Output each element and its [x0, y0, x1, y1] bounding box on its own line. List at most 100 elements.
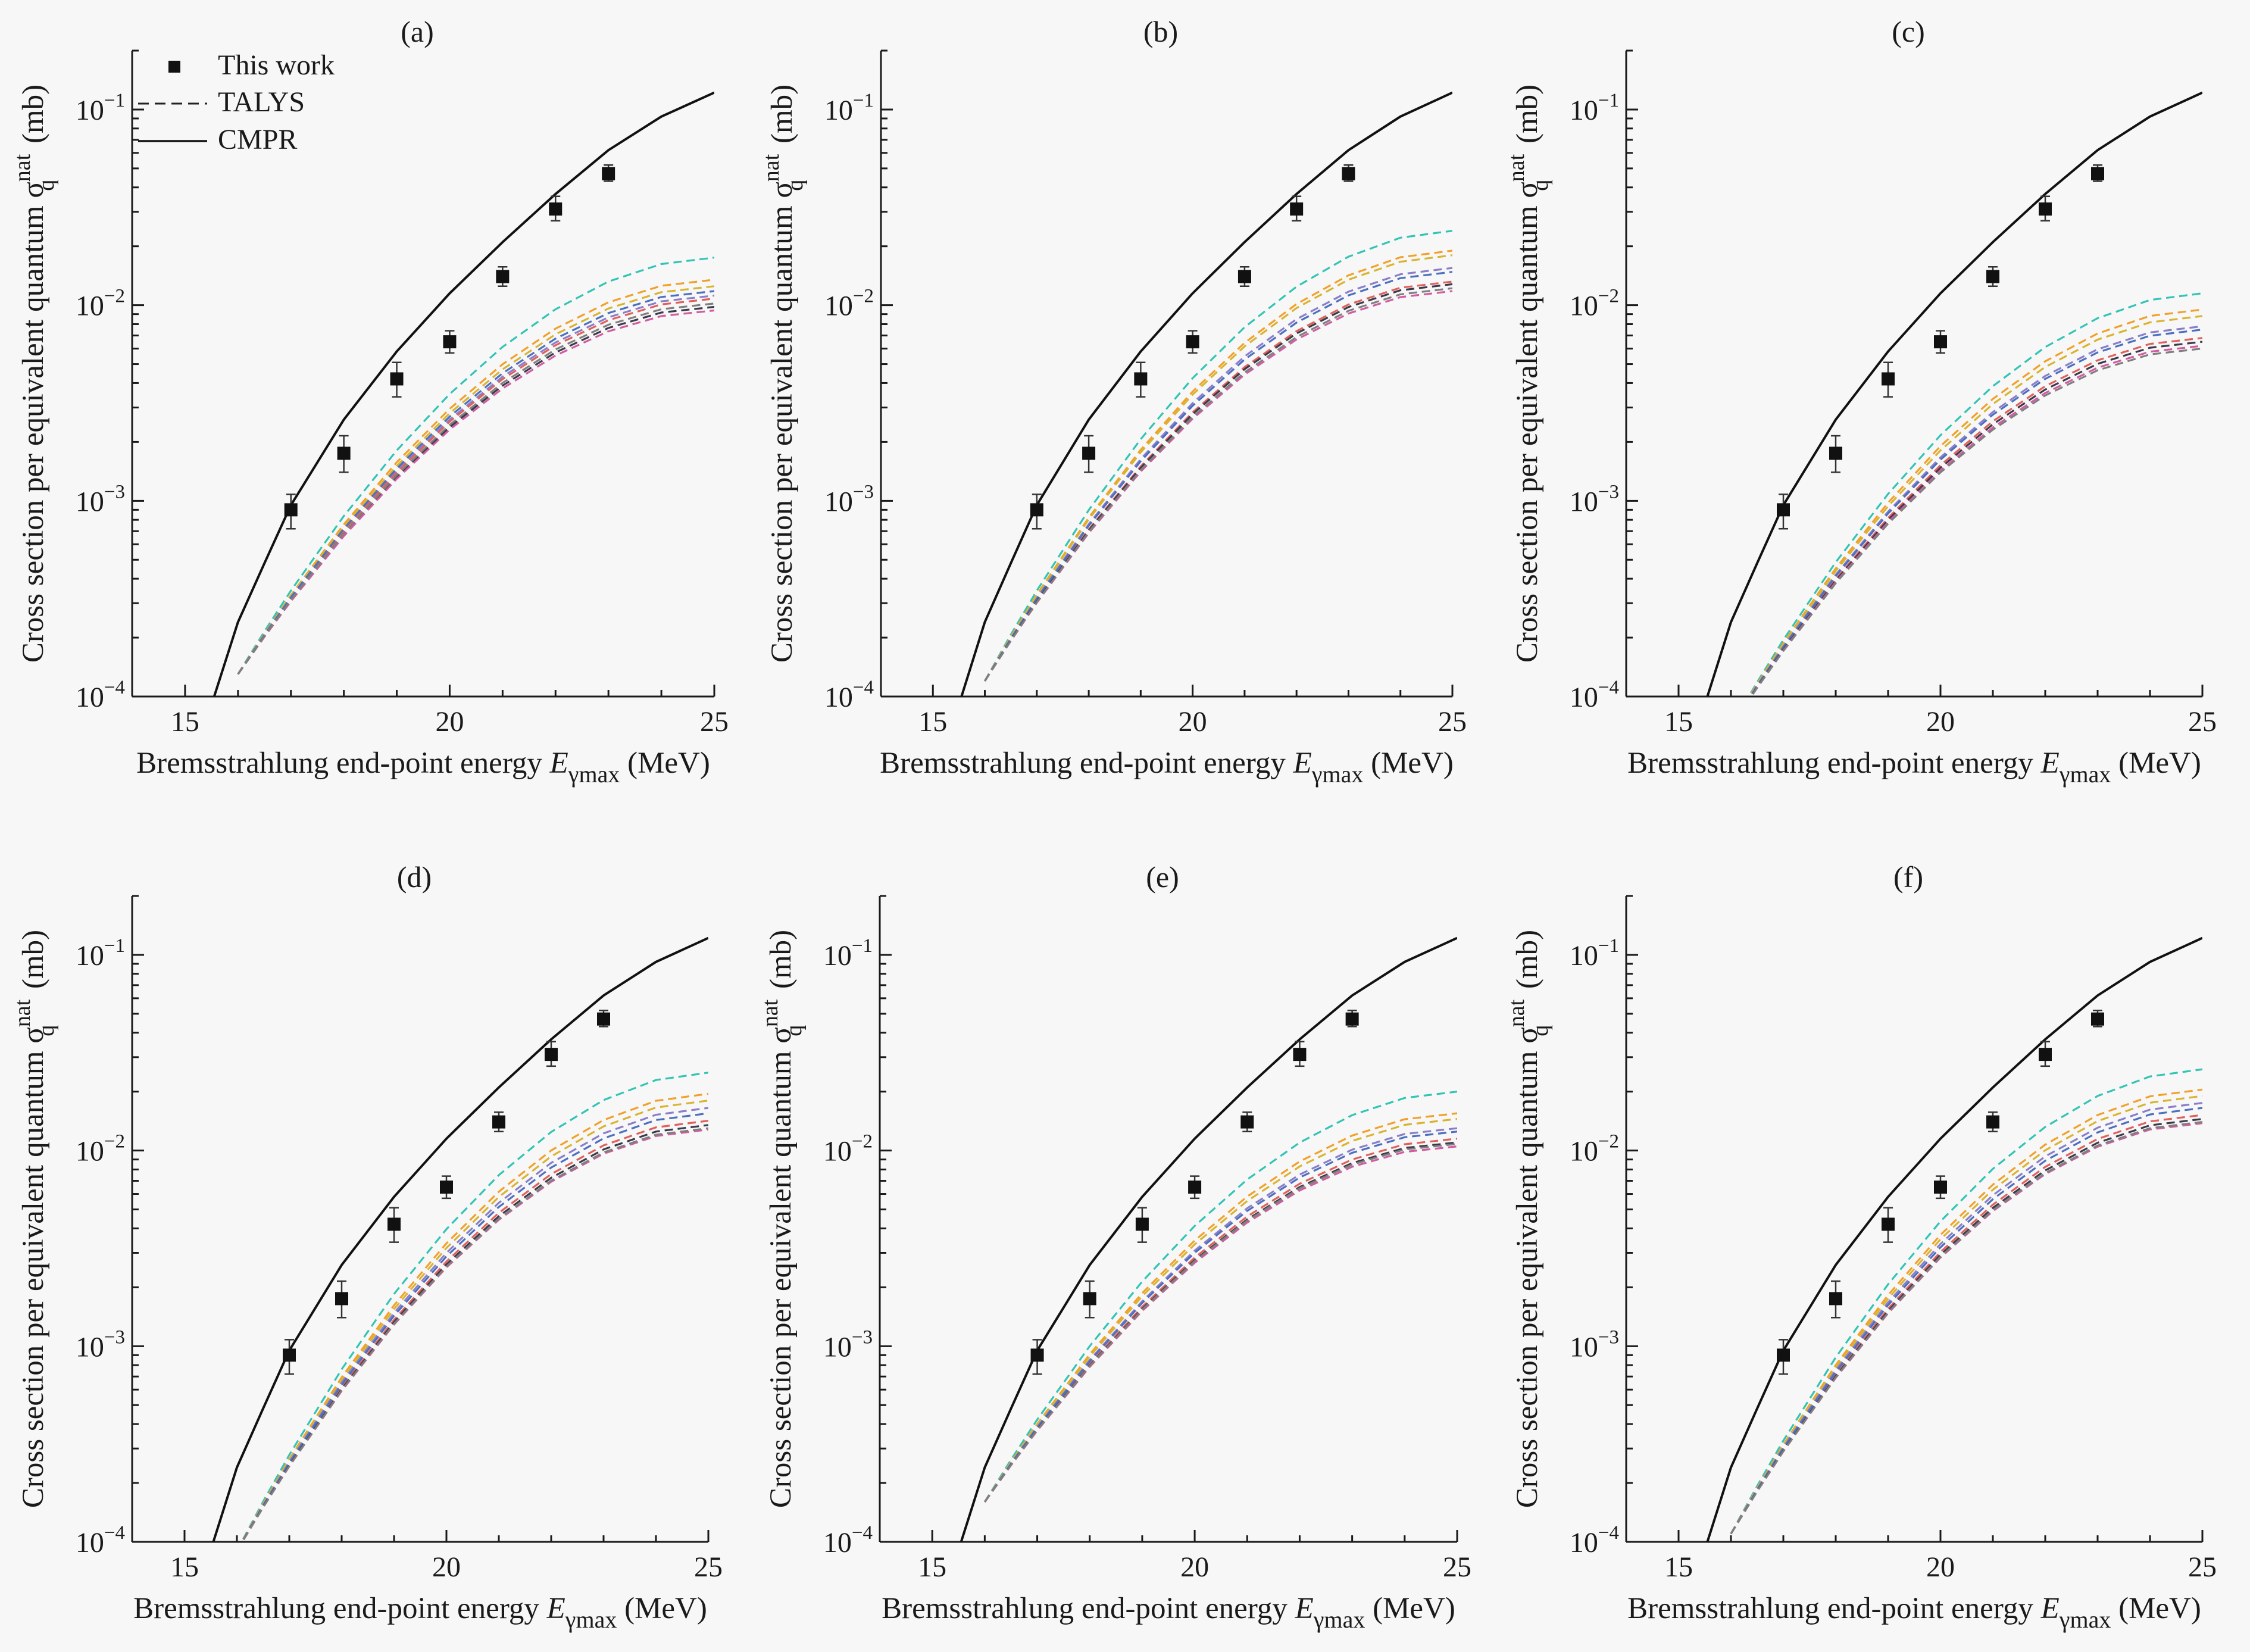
data-point — [597, 1012, 610, 1026]
talys-curve — [1730, 1118, 2202, 1535]
data-point — [1986, 270, 1999, 283]
y-axis-title-main: Cross section per equivalent quantum — [17, 198, 50, 663]
y-tick-label: 10−4 — [1570, 1522, 1619, 1559]
y-tick-exponent: −3 — [104, 481, 125, 502]
y-tick-label: 10−1 — [1570, 935, 1619, 972]
x-axis-title-unit: (MeV) — [1365, 1592, 1455, 1625]
data-point — [2039, 202, 2052, 216]
data-point — [1342, 167, 1355, 180]
x-axis-title-main: Bremsstrahlung end-point energy — [1627, 747, 2041, 780]
y-tick-exponent: −3 — [1598, 481, 1619, 502]
x-axis-title-subscript: γmax — [1313, 1606, 1365, 1633]
y-tick-exponent: −4 — [1598, 677, 1619, 698]
chart-panel-c: 15 20 2510−410−310−210−1(c)Bremsstrahlung … — [1504, 15, 2217, 788]
data-point — [1030, 503, 1043, 517]
x-axis-title-subscript: γmax — [1311, 761, 1364, 788]
talys-curve — [1730, 1122, 2202, 1535]
y-axis-title-unit: (mb) — [1511, 930, 1544, 997]
y-tick-base: 10 — [76, 486, 104, 517]
data-point — [390, 372, 404, 386]
talys-curve — [1749, 325, 2202, 697]
y-axis-title-subscript: q — [34, 180, 59, 191]
data-point — [388, 1217, 401, 1231]
y-axis-title: Cross section per equivalent quantum σna… — [1504, 85, 1553, 663]
y-tick-base: 10 — [1570, 1331, 1598, 1363]
y-axis-title-symbol: σ — [764, 1027, 798, 1044]
x-tick-label: 15 — [918, 706, 947, 738]
y-tick-label: 10−3 — [1570, 481, 1619, 517]
legend-label: CMPR — [218, 124, 297, 155]
x-tick-label: 20 — [435, 706, 464, 738]
x-axis-title: Bremsstrahlung end-point energy Eγmax (M… — [1627, 1592, 2201, 1633]
data-point — [1829, 446, 1842, 460]
y-tick-label: 10−4 — [824, 677, 874, 713]
x-axis-title-subscript: γmax — [568, 761, 620, 788]
talys-curve — [237, 305, 714, 675]
talys-curve — [984, 1131, 1457, 1503]
cmpr-curve — [212, 91, 714, 697]
y-tick-label: 10−3 — [76, 1326, 125, 1363]
data-point — [1290, 202, 1304, 216]
chart-panel-f: 15 20 2510−410−310−210−1(f)Bremsstrahlung … — [1504, 860, 2217, 1633]
y-axis-title-main: Cross section per equivalent quantum — [764, 1044, 798, 1508]
y-axis-title-subscript: q — [34, 1025, 59, 1036]
talys-curve — [984, 249, 1452, 682]
y-axis-title-symbol: σ — [17, 182, 50, 198]
y-tick-exponent: −1 — [104, 935, 125, 957]
y-tick-base: 10 — [1570, 291, 1598, 322]
y-tick-exponent: −1 — [1598, 935, 1619, 957]
x-tick-label: 25 — [2188, 706, 2217, 738]
y-tick-exponent: −4 — [853, 677, 874, 698]
y-tick-base: 10 — [76, 95, 104, 126]
chart-panel-a: 15 20 2510−410−310−210−1(a)Bremsstrahlung … — [10, 15, 729, 788]
talys-curve — [241, 1120, 708, 1542]
x-axis-title-subscript: γmax — [565, 1606, 617, 1633]
y-axis-title-main: Cross section per equivalent quantum — [765, 198, 799, 663]
y-axis-title-unit: (mb) — [17, 930, 50, 997]
y-tick-base: 10 — [824, 682, 853, 713]
x-tick-label: 25 — [2188, 1551, 2217, 1583]
y-tick-label: 10−2 — [824, 286, 874, 322]
y-axis-title-superscript: nat — [1504, 154, 1529, 182]
talys-curve — [1730, 1095, 2202, 1535]
x-axis-title-main: Bremsstrahlung end-point energy — [1627, 1592, 2041, 1625]
data-point — [1134, 372, 1148, 386]
talys-curve — [984, 254, 1452, 682]
talys-curve — [984, 1143, 1457, 1503]
talys-curve — [237, 302, 714, 675]
x-axis-title: Bremsstrahlung end-point energy Eγmax (M… — [133, 1592, 707, 1633]
talys-curve — [240, 1112, 708, 1542]
talys-curve — [984, 1112, 1457, 1503]
panel-label: (e) — [1146, 860, 1179, 894]
y-tick-exponent: −3 — [104, 1326, 125, 1348]
data-point — [1188, 1181, 1202, 1194]
talys-curve — [984, 1091, 1457, 1503]
legend-marker-this-work — [168, 61, 180, 73]
y-tick-exponent: −4 — [1598, 1522, 1619, 1544]
data-point — [2091, 1012, 2104, 1026]
y-axis-title-superscript: nat — [1504, 999, 1529, 1027]
y-tick-exponent: −2 — [104, 286, 125, 307]
y-tick-label: 10−1 — [1570, 90, 1619, 126]
y-tick-label: 10−3 — [824, 481, 874, 517]
talys-curve — [984, 290, 1452, 682]
data-point — [492, 1115, 505, 1129]
x-axis-title-variable: E — [1293, 747, 1312, 780]
x-axis-title-main: Bremsstrahlung end-point energy — [880, 747, 1293, 780]
y-tick-label: 10−2 — [823, 1131, 873, 1167]
panel-label: (d) — [397, 860, 432, 894]
y-tick-label: 10−1 — [823, 935, 873, 972]
y-tick-exponent: −4 — [852, 1522, 873, 1544]
x-axis-title-subscript: γmax — [2059, 761, 2111, 788]
y-tick-label: 10−3 — [823, 1326, 873, 1363]
y-tick-exponent: −3 — [852, 1326, 873, 1348]
talys-curve — [1748, 315, 2202, 697]
talys-curve — [984, 280, 1452, 682]
y-tick-base: 10 — [76, 1527, 104, 1559]
y-tick-label: 10−4 — [1570, 677, 1619, 713]
panel-label: (c) — [1892, 15, 1925, 48]
y-tick-base: 10 — [1570, 1136, 1598, 1167]
y-tick-exponent: −2 — [853, 286, 874, 307]
talys-curve — [1749, 341, 2202, 697]
